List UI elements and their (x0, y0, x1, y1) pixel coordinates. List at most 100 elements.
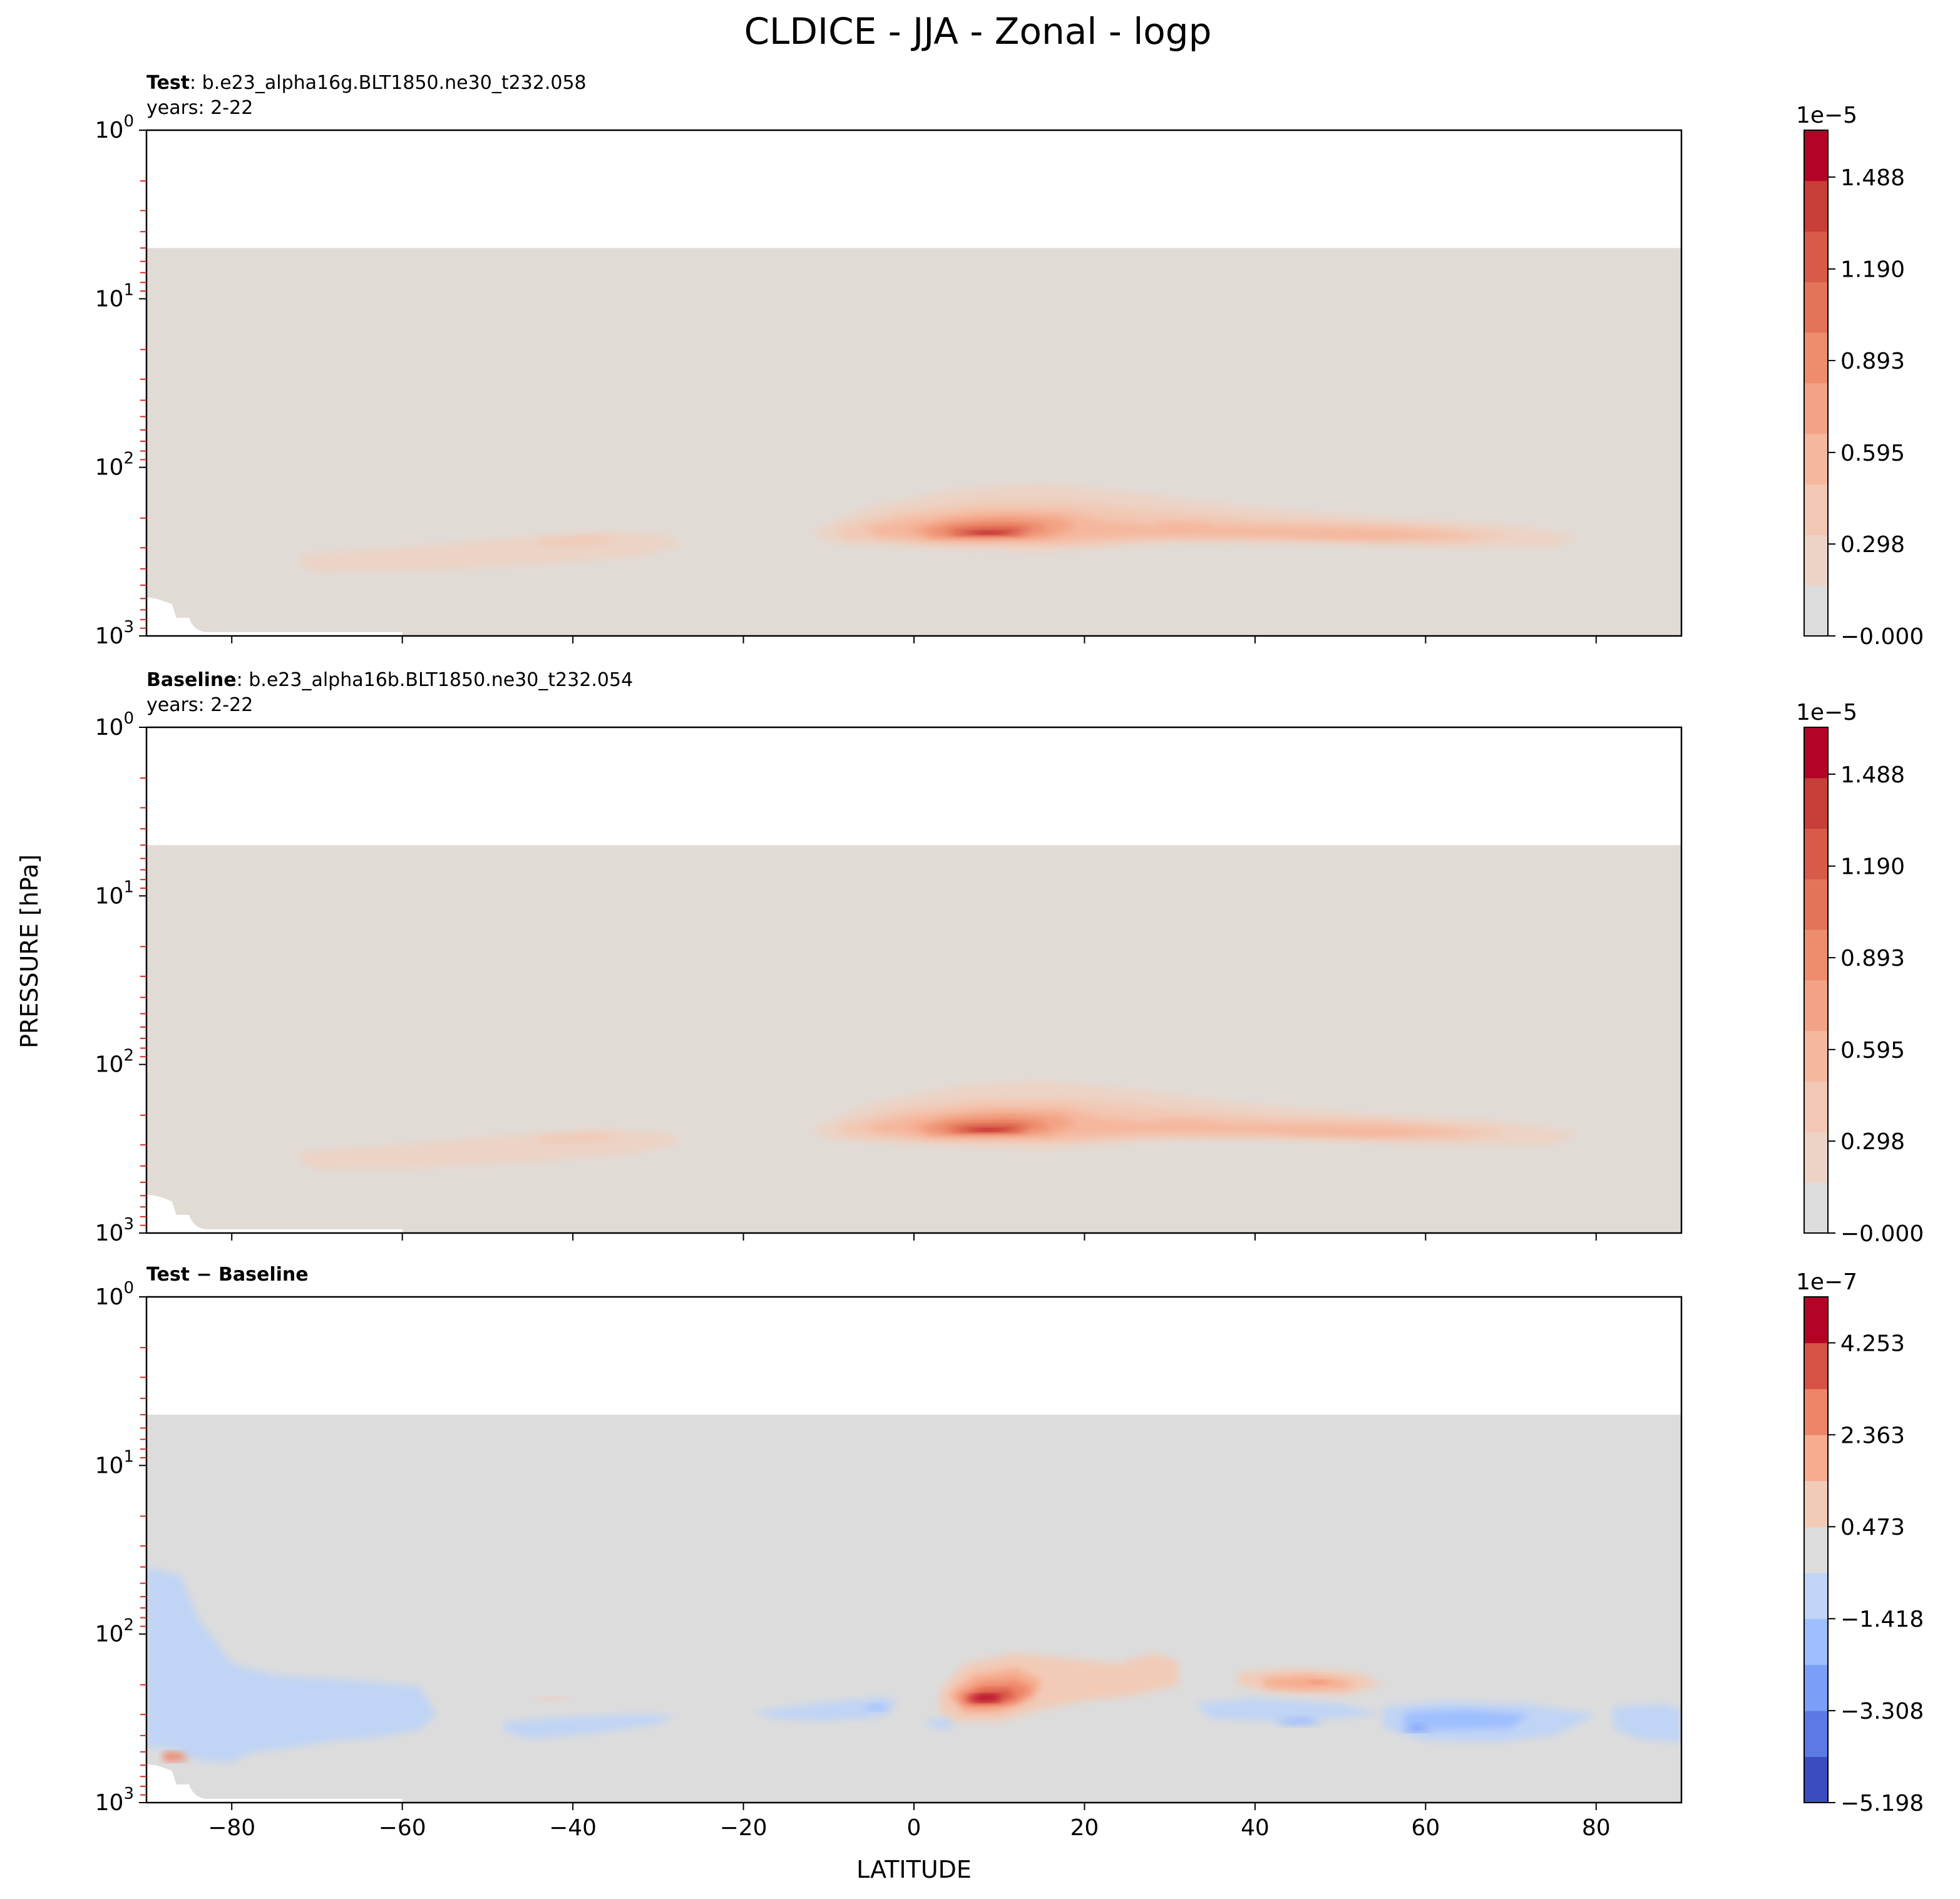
y-tick-base: 10 (95, 286, 124, 312)
x-tick-label--20: −20 (720, 1815, 767, 1841)
colorbar-segment-6 (1804, 1480, 1828, 1527)
figure-title: CLDICE - JJA - Zonal - logp (744, 10, 1212, 53)
y-tick-label-10: 101 (95, 1447, 134, 1478)
colorbar-tick-label: 0.893 (1840, 946, 1905, 971)
colorbar-segment-3 (1804, 1030, 1828, 1082)
y-tick-label-1: 100 (95, 1279, 134, 1310)
panels: Test: b.e23_alpha16g.BLT1850.ne30_t232.0… (95, 72, 1924, 1841)
contour-region-12 (1289, 534, 1409, 539)
colorbar-frame (1804, 727, 1829, 1234)
y-tick-exp: 0 (123, 112, 134, 131)
colorbar-tick-label: 2.363 (1840, 1423, 1905, 1448)
x-tick-label--80: −80 (208, 1815, 255, 1841)
colorbar-segment-3 (1804, 1619, 1828, 1666)
y-tick-exp: 3 (123, 1215, 134, 1234)
colorbar-segment-5 (1804, 1527, 1828, 1574)
colorbar-segment-9 (1804, 130, 1828, 182)
contour-region-12 (1289, 1131, 1409, 1136)
colorbar-tick-label: 0.298 (1840, 1129, 1905, 1155)
contour-region-10 (965, 531, 1008, 535)
colorbar-segment-8 (1804, 777, 1828, 829)
colorbar-tick-label: −5.198 (1840, 1791, 1924, 1816)
y-tick-base: 10 (95, 1453, 124, 1478)
y-tick-base: 10 (95, 118, 124, 143)
colorbar-tick-label: 4.253 (1840, 1331, 1905, 1356)
y-tick-exp: 1 (123, 1447, 134, 1466)
panel-years: years: 2-22 (146, 97, 253, 119)
y-tick-exp: 1 (123, 280, 134, 299)
contour-region-5 (1195, 1698, 1383, 1722)
y-tick-label-1000: 103 (95, 618, 134, 649)
colorbar-segment-10 (1804, 1297, 1828, 1343)
y-tick-exp: 1 (123, 878, 134, 896)
y-tick-base: 10 (95, 1284, 124, 1310)
colorbar-segment-0 (1804, 1756, 1828, 1803)
y-tick-exp: 3 (123, 1784, 134, 1803)
contour-region-7 (1613, 1704, 1681, 1743)
colorbar-segment-5 (1804, 332, 1828, 384)
colorbar-tick-label: −3.308 (1840, 1699, 1924, 1724)
y-tick-base: 10 (95, 623, 124, 649)
y-tick-label-1000: 103 (95, 1784, 134, 1816)
colorbar-exponent: 1e−5 (1796, 700, 1857, 725)
colorbar-segment-7 (1804, 1435, 1828, 1482)
colorbar-segment-7 (1804, 231, 1828, 282)
colorbar-segment-8 (1804, 1388, 1828, 1435)
panel-label-bold: Test − Baseline (146, 1264, 309, 1286)
contour-region-1 (538, 536, 624, 546)
colorbar-tick-label: 0.473 (1840, 1515, 1905, 1540)
contour-region-17 (530, 1696, 573, 1701)
y-tick-exp: 0 (123, 709, 134, 728)
colorbar-frame (1804, 1296, 1829, 1803)
colorbar-tick-label: −0.000 (1840, 624, 1924, 650)
y-tick-base: 10 (95, 1221, 124, 1246)
panel-years: years: 2-22 (146, 694, 253, 716)
contour-region-1 (505, 1714, 675, 1739)
colorbar-tick-label: 1.190 (1840, 854, 1905, 880)
panel-test: Test: b.e23_alpha16g.BLT1850.ne30_t232.0… (95, 72, 1924, 650)
y-tick-label-1: 100 (95, 112, 134, 143)
y-tick-exp: 0 (123, 1279, 134, 1298)
contour-region-11 (1152, 1118, 1221, 1129)
colorbar-segment-0 (1804, 585, 1828, 637)
x-tick-label-40: 40 (1241, 1815, 1270, 1841)
colorbar-segment-8 (1804, 180, 1828, 232)
colorbar-tick-label: 1.488 (1840, 165, 1905, 191)
colorbar-segment-1 (1804, 1132, 1828, 1183)
x-tick-label-60: 60 (1411, 1815, 1440, 1841)
colorbar-segment-3 (1804, 433, 1828, 485)
y-tick-label-100: 102 (95, 449, 134, 481)
y-tick-exp: 2 (123, 1616, 134, 1635)
colorbar-frame (1804, 130, 1829, 637)
x-tick-label--60: −60 (379, 1815, 426, 1841)
colorbar-segment-6 (1804, 879, 1828, 930)
contour-region-11 (1152, 521, 1221, 532)
colorbar-segment-4 (1804, 980, 1828, 1031)
colorbar-exponent: 1e−5 (1796, 103, 1857, 128)
colorbar-segment-2 (1804, 484, 1828, 535)
y-tick-label-100: 102 (95, 1616, 134, 1647)
colorbar-tick-label: 0.595 (1840, 441, 1905, 466)
colorbar-segment-9 (1804, 1343, 1828, 1390)
panel-label-bold: Test (146, 72, 190, 94)
y-tick-exp: 2 (123, 449, 134, 468)
x-axis-label: LATITUDE (856, 1856, 972, 1883)
panel-label-test: Test: b.e23_alpha16g.BLT1850.ne30_t232.0… (146, 72, 587, 94)
colorbar-segment-5 (1804, 929, 1828, 981)
contour-region-11 (1400, 1723, 1434, 1732)
x-tick-label-80: 80 (1582, 1815, 1611, 1841)
y-tick-base: 10 (95, 1622, 124, 1647)
colorbar-segment-1 (1804, 535, 1828, 586)
colorbar-tick-label: 1.190 (1840, 257, 1905, 283)
panel-label-bold: Baseline (146, 669, 237, 691)
x-tick-label-20: 20 (1070, 1815, 1099, 1841)
y-tick-label-10: 101 (95, 878, 134, 909)
colorbar-segment-1 (1804, 1711, 1828, 1758)
y-tick-exp: 3 (123, 618, 134, 637)
contour-region-4 (922, 1717, 957, 1730)
y-tick-label-100: 102 (95, 1047, 134, 1078)
panel-label-baseline: Baseline: b.e23_alpha16b.BLT1850.ne30_t2… (146, 669, 633, 691)
colorbar-segment-2 (1804, 1664, 1828, 1711)
y-tick-label-10: 101 (95, 280, 134, 312)
